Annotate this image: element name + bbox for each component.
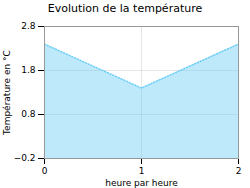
svg-text:0: 0 bbox=[42, 166, 48, 176]
svg-text:2: 2 bbox=[236, 166, 242, 176]
svg-text:−0.2: −0.2 bbox=[14, 153, 36, 163]
svg-text:1: 1 bbox=[139, 166, 145, 176]
svg-text:2.8: 2.8 bbox=[21, 21, 36, 31]
svg-text:heure par heure: heure par heure bbox=[105, 178, 178, 188]
html-text:Evolution de la température: Evolution de la température bbox=[47, 2, 203, 15]
svg-text:1.8: 1.8 bbox=[21, 65, 36, 75]
svg-text:Température en °C: Température en °C bbox=[2, 50, 12, 136]
svg-text:0.8: 0.8 bbox=[21, 109, 36, 119]
